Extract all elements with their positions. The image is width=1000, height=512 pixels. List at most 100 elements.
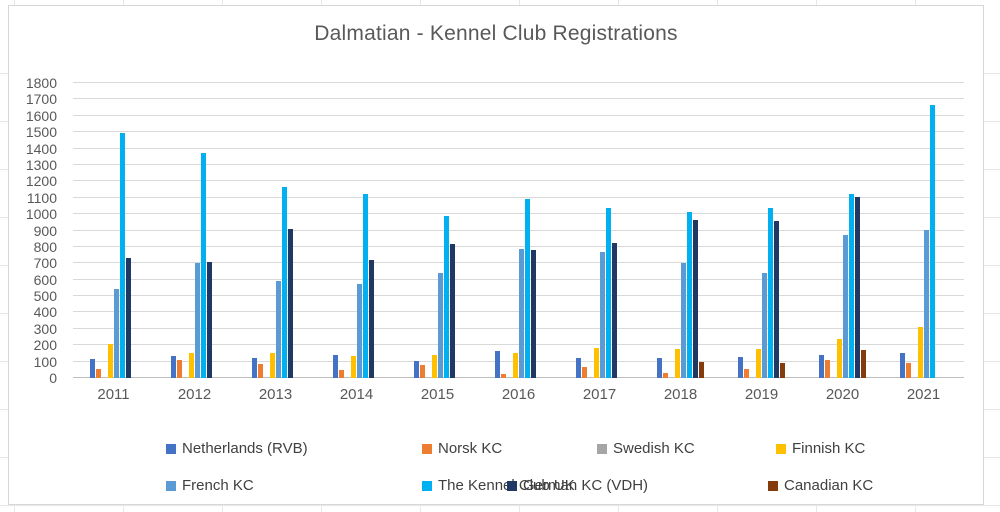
x-tick-label-2017: 2017: [582, 386, 617, 403]
y-tick-label-1200: 1200: [25, 173, 57, 190]
bar-the-kennel-club-uk-2021[interactable]: [930, 105, 935, 378]
bar-french-kc-2012[interactable]: [195, 263, 200, 378]
bar-norsk-kc-2016[interactable]: [501, 373, 506, 378]
bar-finnish-kc-2014[interactable]: [351, 355, 356, 378]
legend-label: Swedish KC: [613, 440, 695, 457]
y-tick-label-300: 300: [33, 320, 57, 337]
bar-the-kennel-club-uk-2020[interactable]: [849, 193, 854, 378]
bar-the-kennel-club-uk-2015[interactable]: [444, 215, 449, 378]
bar-netherlands-rvb-2016[interactable]: [495, 350, 500, 378]
bar-finnish-kc-2012[interactable]: [189, 353, 194, 378]
bar-group-2014: [316, 83, 397, 378]
legend-item-netherlands-rvb[interactable]: Netherlands (RVB): [166, 441, 308, 457]
bar-finnish-kc-2021[interactable]: [918, 327, 923, 378]
y-tick-label-800: 800: [33, 238, 57, 255]
bar-french-kc-2015[interactable]: [438, 273, 443, 378]
bar-german-kc-vdh-2014[interactable]: [369, 260, 374, 378]
bar-finnish-kc-2020[interactable]: [837, 338, 842, 378]
legend-item-finnish-kc[interactable]: Finnish KC: [776, 441, 865, 457]
bar-norsk-kc-2015[interactable]: [420, 364, 425, 378]
bars: [73, 83, 964, 378]
bar-the-kennel-club-uk-2011[interactable]: [120, 133, 125, 378]
bar-norsk-kc-2018[interactable]: [663, 373, 668, 378]
y-tick-label-1000: 1000: [25, 206, 57, 223]
bar-group-2016: [478, 83, 559, 378]
bar-finnish-kc-2019[interactable]: [756, 348, 761, 378]
bar-french-kc-2011[interactable]: [114, 288, 119, 378]
gridline-0: [73, 377, 964, 378]
bar-netherlands-rvb-2011[interactable]: [90, 359, 95, 378]
bar-the-kennel-club-uk-2016[interactable]: [525, 198, 530, 378]
bar-german-kc-vdh-2017[interactable]: [612, 242, 617, 378]
bar-german-kc-vdh-2012[interactable]: [207, 262, 212, 378]
bar-german-kc-vdh-2011[interactable]: [126, 258, 131, 378]
bar-finnish-kc-2011[interactable]: [108, 344, 113, 378]
bar-norsk-kc-2017[interactable]: [582, 367, 587, 378]
bar-french-kc-2020[interactable]: [843, 234, 848, 378]
bar-norsk-kc-2013[interactable]: [258, 364, 263, 378]
legend-item-the-kennel-club-uk[interactable]: The Kennel Club UK: [422, 478, 575, 494]
bar-french-kc-2021[interactable]: [924, 229, 929, 378]
bar-finnish-kc-2016[interactable]: [513, 353, 518, 378]
y-tick-label-200: 200: [33, 337, 57, 354]
bar-norsk-kc-2020[interactable]: [825, 359, 830, 378]
bar-french-kc-2019[interactable]: [762, 273, 767, 378]
bar-netherlands-rvb-2013[interactable]: [252, 358, 257, 378]
bar-finnish-kc-2018[interactable]: [675, 348, 680, 378]
gridline-300: [73, 327, 964, 329]
bar-netherlands-rvb-2021[interactable]: [900, 352, 905, 378]
bar-french-kc-2016[interactable]: [519, 248, 524, 378]
legend-label: Netherlands (RVB): [182, 440, 308, 457]
gridline-1500: [73, 131, 964, 133]
legend-item-french-kc[interactable]: French KC: [166, 478, 254, 494]
bar-netherlands-rvb-2018[interactable]: [657, 358, 662, 378]
bar-the-kennel-club-uk-2019[interactable]: [768, 207, 773, 378]
bar-german-kc-vdh-2016[interactable]: [531, 250, 536, 378]
bar-canadian-kc-2019[interactable]: [780, 363, 785, 378]
bar-group-2021: [883, 83, 964, 378]
bar-french-kc-2013[interactable]: [276, 280, 281, 378]
bar-german-kc-vdh-2018[interactable]: [693, 219, 698, 378]
bar-german-kc-vdh-2020[interactable]: [855, 196, 860, 378]
bar-norsk-kc-2019[interactable]: [744, 369, 749, 378]
bar-french-kc-2018[interactable]: [681, 263, 686, 378]
bar-group-2011: [73, 83, 154, 378]
bar-norsk-kc-2021[interactable]: [906, 363, 911, 378]
legend-item-german-kc-vdh[interactable]: German KC (VDH): [507, 478, 648, 494]
legend-label: Canadian KC: [784, 477, 874, 494]
bar-german-kc-vdh-2019[interactable]: [774, 220, 779, 378]
bar-the-kennel-club-uk-2018[interactable]: [687, 212, 692, 378]
bar-norsk-kc-2012[interactable]: [177, 359, 182, 378]
bar-french-kc-2017[interactable]: [600, 251, 605, 378]
legend-item-swedish-kc[interactable]: Swedish KC: [597, 441, 695, 457]
bar-french-kc-2014[interactable]: [357, 283, 362, 378]
legend-item-canadian-kc[interactable]: Canadian KC: [768, 478, 873, 494]
bar-finnish-kc-2017[interactable]: [594, 347, 599, 378]
bar-finnish-kc-2015[interactable]: [432, 355, 437, 378]
bar-the-kennel-club-uk-2014[interactable]: [363, 193, 368, 378]
bar-the-kennel-club-uk-2013[interactable]: [282, 187, 287, 378]
bar-the-kennel-club-uk-2017[interactable]: [606, 207, 611, 378]
bar-finnish-kc-2013[interactable]: [270, 353, 275, 378]
bar-netherlands-rvb-2019[interactable]: [738, 356, 743, 378]
bar-the-kennel-club-uk-2012[interactable]: [201, 153, 206, 378]
bar-norsk-kc-2014[interactable]: [339, 369, 344, 378]
bar-german-kc-vdh-2013[interactable]: [288, 228, 293, 378]
bar-netherlands-rvb-2017[interactable]: [576, 358, 581, 378]
bar-norsk-kc-2011[interactable]: [96, 369, 101, 378]
bar-canadian-kc-2018[interactable]: [699, 361, 704, 378]
bar-netherlands-rvb-2015[interactable]: [414, 360, 419, 378]
legend-item-norsk-kc[interactable]: Norsk KC: [422, 441, 502, 457]
x-tick-label-2016: 2016: [501, 386, 536, 403]
legend-swatch-icon: [597, 444, 607, 454]
y-tick-label-1600: 1600: [25, 107, 57, 124]
x-tick-label-2018: 2018: [663, 386, 698, 403]
bar-netherlands-rvb-2012[interactable]: [171, 355, 176, 378]
bar-german-kc-vdh-2015[interactable]: [450, 243, 455, 378]
legend-swatch-icon: [422, 481, 432, 491]
y-tick-label-100: 100: [33, 353, 57, 370]
bar-netherlands-rvb-2020[interactable]: [819, 355, 824, 378]
bar-netherlands-rvb-2014[interactable]: [333, 355, 338, 378]
bar-canadian-kc-2020[interactable]: [861, 350, 866, 378]
